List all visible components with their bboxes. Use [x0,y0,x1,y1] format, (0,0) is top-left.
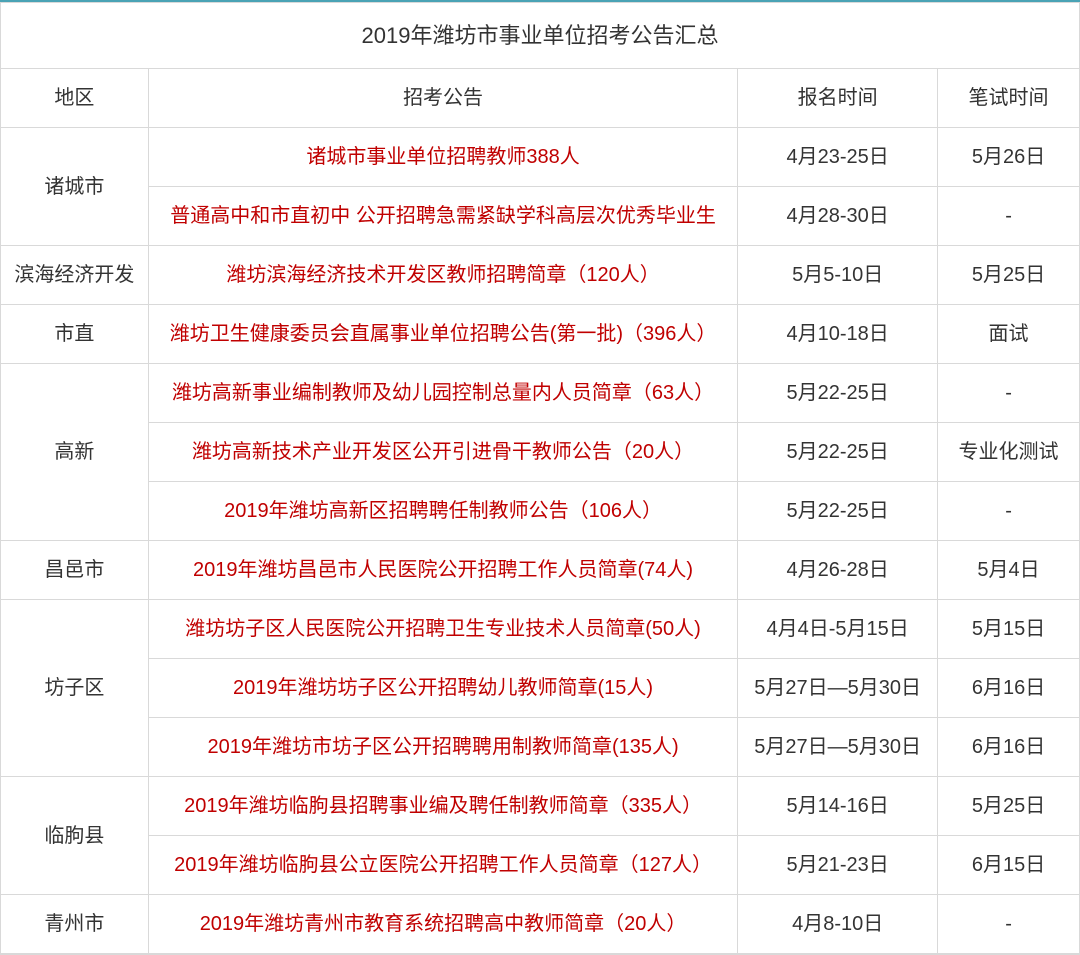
table-row: 市直潍坊卫生健康委员会直属事业单位招聘公告(第一批)（396人）4月10-18日… [1,305,1080,364]
exam-time-cell: 5月26日 [938,128,1080,187]
region-cell: 滨海经济开发 [1,246,149,305]
apply-time-cell: 5月22-25日 [738,423,938,482]
table-row: 滨海经济开发潍坊滨海经济技术开发区教师招聘简章（120人）5月5-10日5月25… [1,246,1080,305]
apply-time-cell: 4月10-18日 [738,305,938,364]
announcement-link[interactable]: 2019年潍坊青州市教育系统招聘高中教师简章（20人） [148,895,737,954]
apply-time-cell: 5月5-10日 [738,246,938,305]
apply-time-cell: 5月22-25日 [738,482,938,541]
announcement-link[interactable]: 2019年潍坊市坊子区公开招聘聘用制教师简章(135人) [148,718,737,777]
table-row: 高新潍坊高新事业编制教师及幼儿园控制总量内人员简章（63人）5月22-25日- [1,364,1080,423]
page-title: 2019年潍坊市事业单位招考公告汇总 [1,3,1080,69]
header-row: 地区 招考公告 报名时间 笔试时间 [1,69,1080,128]
announcement-link[interactable]: 潍坊坊子区人民医院公开招聘卫生专业技术人员简章(50人) [148,600,737,659]
apply-time-cell: 5月22-25日 [738,364,938,423]
announcement-link[interactable]: 潍坊滨海经济技术开发区教师招聘简章（120人） [148,246,737,305]
announcement-link[interactable]: 潍坊高新事业编制教师及幼儿园控制总量内人员简章（63人） [148,364,737,423]
announcement-link[interactable]: 2019年潍坊临朐县公立医院公开招聘工作人员简章（127人） [148,836,737,895]
exam-time-cell: 6月16日 [938,659,1080,718]
announcement-link[interactable]: 2019年潍坊高新区招聘聘任制教师公告（106人） [148,482,737,541]
exam-time-cell: 5月25日 [938,246,1080,305]
region-cell: 临朐县 [1,777,149,895]
exam-time-cell: - [938,895,1080,954]
col-header-announcement: 招考公告 [148,69,737,128]
title-row: 2019年潍坊市事业单位招考公告汇总 [1,3,1080,69]
apply-time-cell: 5月27日—5月30日 [738,659,938,718]
exam-time-cell: 5月15日 [938,600,1080,659]
apply-time-cell: 4月28-30日 [738,187,938,246]
table-row: 2019年潍坊高新区招聘聘任制教师公告（106人）5月22-25日- [1,482,1080,541]
apply-time-cell: 4月4日-5月15日 [738,600,938,659]
region-cell: 坊子区 [1,600,149,777]
table-row: 昌邑市2019年潍坊昌邑市人民医院公开招聘工作人员简章(74人)4月26-28日… [1,541,1080,600]
exam-time-cell: 5月25日 [938,777,1080,836]
apply-time-cell: 5月21-23日 [738,836,938,895]
table-wrapper: 2019年潍坊市事业单位招考公告汇总 地区 招考公告 报名时间 笔试时间 诸城市… [0,0,1080,955]
table-row: 青州市2019年潍坊青州市教育系统招聘高中教师简章（20人）4月8-10日- [1,895,1080,954]
exam-time-cell: 5月4日 [938,541,1080,600]
exam-time-cell: 6月16日 [938,718,1080,777]
region-cell: 诸城市 [1,128,149,246]
table-row: 2019年潍坊临朐县公立医院公开招聘工作人员简章（127人）5月21-23日6月… [1,836,1080,895]
table-row: 普通高中和市直初中 公开招聘急需紧缺学科高层次优秀毕业生4月28-30日- [1,187,1080,246]
announcement-link[interactable]: 潍坊高新技术产业开发区公开引进骨干教师公告（20人） [148,423,737,482]
table-row: 2019年潍坊市坊子区公开招聘聘用制教师简章(135人)5月27日—5月30日6… [1,718,1080,777]
recruitment-table: 2019年潍坊市事业单位招考公告汇总 地区 招考公告 报名时间 笔试时间 诸城市… [0,2,1080,954]
col-header-exam-time: 笔试时间 [938,69,1080,128]
table-row: 潍坊高新技术产业开发区公开引进骨干教师公告（20人）5月22-25日专业化测试 [1,423,1080,482]
table-row: 临朐县2019年潍坊临朐县招聘事业编及聘任制教师简章（335人）5月14-16日… [1,777,1080,836]
exam-time-cell: - [938,364,1080,423]
apply-time-cell: 5月27日—5月30日 [738,718,938,777]
region-cell: 青州市 [1,895,149,954]
apply-time-cell: 5月14-16日 [738,777,938,836]
exam-time-cell: - [938,482,1080,541]
col-header-apply-time: 报名时间 [738,69,938,128]
announcement-link[interactable]: 2019年潍坊昌邑市人民医院公开招聘工作人员简章(74人) [148,541,737,600]
table-row: 2019年潍坊坊子区公开招聘幼儿教师简章(15人)5月27日—5月30日6月16… [1,659,1080,718]
region-cell: 高新 [1,364,149,541]
announcement-link[interactable]: 潍坊卫生健康委员会直属事业单位招聘公告(第一批)（396人） [148,305,737,364]
table-row: 诸城市诸城市事业单位招聘教师388人4月23-25日5月26日 [1,128,1080,187]
announcement-link[interactable]: 普通高中和市直初中 公开招聘急需紧缺学科高层次优秀毕业生 [148,187,737,246]
region-cell: 昌邑市 [1,541,149,600]
exam-time-cell: 专业化测试 [938,423,1080,482]
exam-time-cell: - [938,187,1080,246]
exam-time-cell: 面试 [938,305,1080,364]
table-row: 坊子区潍坊坊子区人民医院公开招聘卫生专业技术人员简章(50人)4月4日-5月15… [1,600,1080,659]
announcement-link[interactable]: 诸城市事业单位招聘教师388人 [148,128,737,187]
exam-time-cell: 6月15日 [938,836,1080,895]
apply-time-cell: 4月23-25日 [738,128,938,187]
announcement-link[interactable]: 2019年潍坊临朐县招聘事业编及聘任制教师简章（335人） [148,777,737,836]
col-header-region: 地区 [1,69,149,128]
region-cell: 市直 [1,305,149,364]
apply-time-cell: 4月26-28日 [738,541,938,600]
apply-time-cell: 4月8-10日 [738,895,938,954]
announcement-link[interactable]: 2019年潍坊坊子区公开招聘幼儿教师简章(15人) [148,659,737,718]
